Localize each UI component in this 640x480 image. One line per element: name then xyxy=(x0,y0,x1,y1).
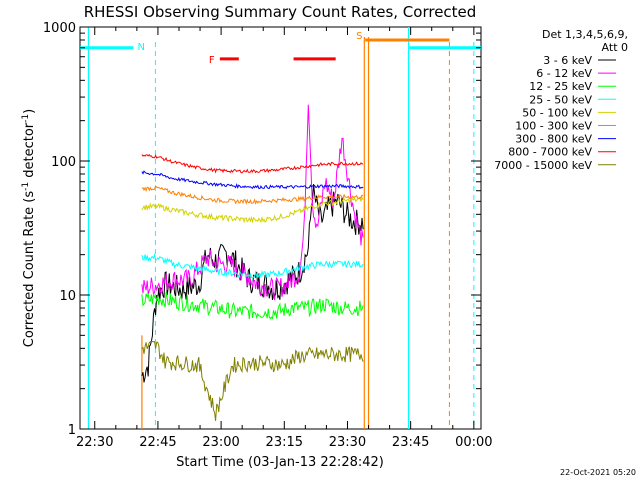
series-line-1 xyxy=(141,104,364,301)
y-axis-title-sup1: -1 xyxy=(21,182,31,191)
series-line-5 xyxy=(141,185,364,205)
x-tick-label: 22:45 xyxy=(139,435,176,450)
series-line-3 xyxy=(141,252,364,279)
series-line-4 xyxy=(141,196,364,224)
x-tick-label: 23:30 xyxy=(329,435,366,450)
x-tick-label: 00:00 xyxy=(455,435,492,450)
series-line-7 xyxy=(141,154,364,174)
legend-label: 25 - 50 keV xyxy=(529,93,592,106)
y-axis-title-main: Corrected Count Rate (s xyxy=(22,191,37,348)
series-layer xyxy=(141,104,364,421)
legend-label: 50 - 100 keV xyxy=(522,106,592,119)
legend-label: 12 - 25 keV xyxy=(529,80,592,93)
saa-label: S xyxy=(356,31,362,42)
legend-label: 3 - 6 keV xyxy=(543,54,592,67)
legend-header-1: Det 1,3,4,5,6,9, xyxy=(542,28,628,41)
legend-label: 6 - 12 keV xyxy=(536,67,592,80)
flare-label: F xyxy=(209,55,215,66)
series-line-8 xyxy=(141,340,364,421)
series-line-2 xyxy=(141,292,364,320)
x-tick-label: 23:15 xyxy=(266,435,303,450)
x-tick-label: 23:45 xyxy=(392,435,429,450)
x-tick-label: 22:30 xyxy=(76,435,113,450)
overlay-lines xyxy=(87,27,475,429)
y-axis-title-end: ) xyxy=(22,109,37,114)
x-tick-label: 23:00 xyxy=(202,435,239,450)
legend-header-2: Att 0 xyxy=(602,41,628,54)
y-axis-title: Corrected Count Rate (s-1 detector-1) xyxy=(21,109,37,347)
legend-label: 100 - 300 keV xyxy=(515,120,592,133)
plot-frame xyxy=(79,26,482,430)
annotation-layer: N S F xyxy=(80,31,481,66)
y-tick-label: 1 xyxy=(68,423,76,438)
y-tick-label: 100 xyxy=(51,155,76,170)
series-line-0 xyxy=(141,183,364,383)
night-label: N xyxy=(137,42,144,53)
x-axis-title: Start Time (03-Jan-13 22:28:42) xyxy=(176,455,384,470)
legend-label: 300 - 800 keV xyxy=(515,133,592,146)
y-tick-label: 10 xyxy=(59,289,76,304)
legend-label: 800 - 7000 keV xyxy=(508,146,592,159)
y-tick-label: 1000 xyxy=(43,21,76,36)
y-axis-title-mid: detector xyxy=(22,122,37,182)
series-line-6 xyxy=(141,170,364,190)
chart-title: RHESSI Observing Summary Count Rates, Co… xyxy=(84,3,477,21)
footer-timestamp: 22-Oct-2021 05:20 xyxy=(560,468,636,477)
legend-label: 7000 - 15000 keV xyxy=(494,159,592,172)
y-axis-title-sup2: -1 xyxy=(21,114,31,123)
x-axis-ticks: 22:30 22:45 23:00 23:15 23:30 23:45 00:00 xyxy=(76,27,493,450)
y-axis-ticks: 1 10 100 1000 xyxy=(43,21,481,438)
